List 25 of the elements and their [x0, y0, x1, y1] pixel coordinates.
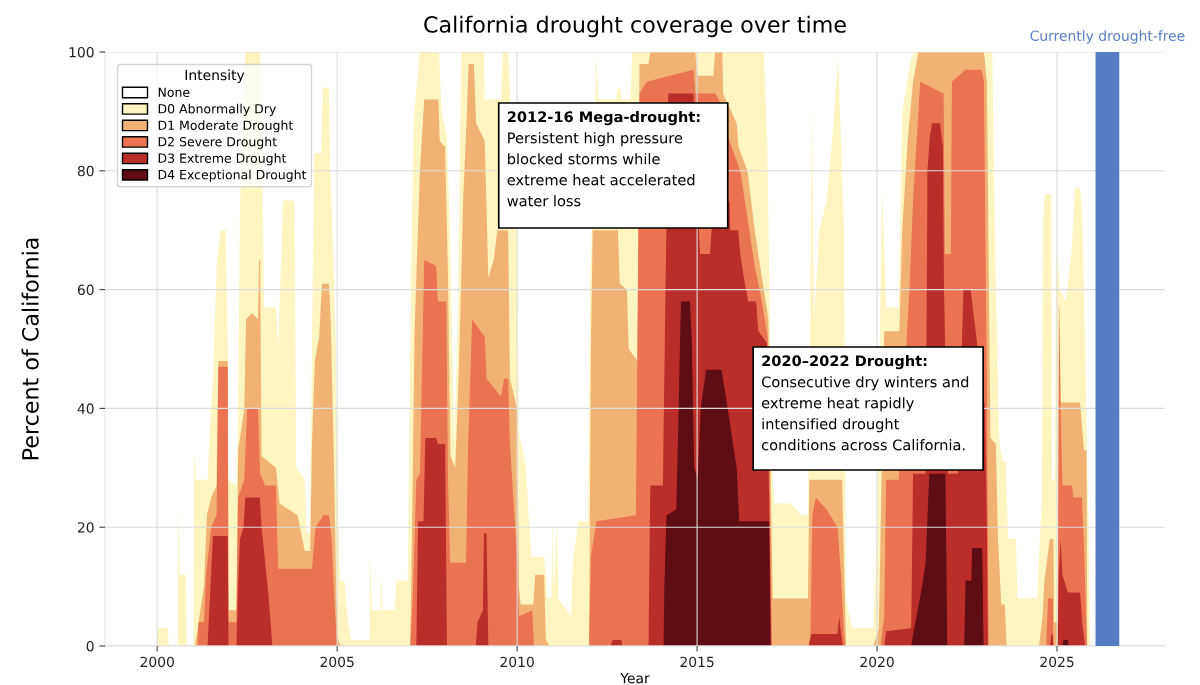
legend-label: D2 Severe Drought [158, 136, 277, 149]
x-tick-label: 2020 [860, 656, 894, 668]
y-tick-label: 100 [69, 46, 94, 58]
legend-label: D1 Moderate Drought [158, 120, 293, 133]
legend-label: D0 Abnormally Dry [158, 103, 276, 116]
x-tick-label: 2005 [320, 656, 354, 668]
legend-label: D3 Extreme Drought [158, 153, 287, 166]
x-tick-label: 2000 [140, 656, 174, 668]
y-tick-label: 40 [77, 403, 94, 414]
x-axis-title: Year [620, 673, 650, 684]
chart-title: California drought coverage over time [424, 15, 846, 38]
series-label: Currently drought-free [1030, 30, 1185, 44]
x-tick-label: 2010 [500, 656, 534, 668]
legend-label: D4 Exceptional Drought [158, 169, 307, 182]
x-tick-label: 2025 [1040, 656, 1074, 668]
y-tick-label: 20 [77, 522, 94, 533]
annotation: 2012-16 Mega-drought: Persistent high pressure blocked storms while extreme heat accelerated water loss [507, 110, 700, 207]
x-tick-label: 2015 [680, 656, 714, 668]
legend-label: None [158, 87, 190, 97]
legend-title: Intensity [185, 69, 245, 83]
annotation: 2020–2022 Drought: Consecutive dry winters and extreme heat rapidly intensified drought conditions across California. [761, 355, 969, 451]
y-tick-label: 60 [77, 284, 94, 296]
y-tick-label: 0 [86, 640, 94, 652]
y-tick-label: 80 [77, 165, 94, 177]
y-axis-title: Percent of California [21, 238, 39, 460]
